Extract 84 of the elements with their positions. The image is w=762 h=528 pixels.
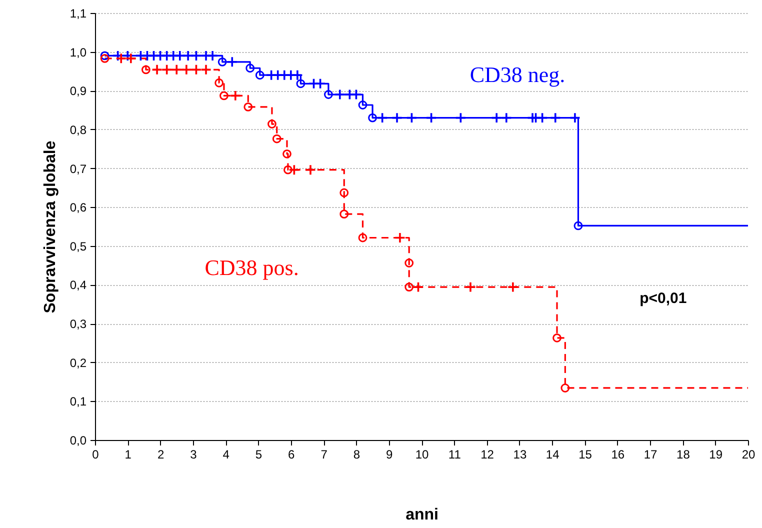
x-tick-label: 4	[222, 448, 230, 462]
point	[174, 50, 186, 62]
point	[507, 281, 519, 293]
point	[112, 50, 124, 62]
y-axis-title: Sopravvivenza globale	[42, 140, 59, 314]
x-axis-title: anni	[406, 506, 438, 524]
x-tick-label: 10	[415, 448, 429, 462]
text: CD38 pos.	[204, 254, 299, 280]
point	[100, 51, 110, 60]
point	[314, 78, 326, 90]
y-tick-label: 0,0	[70, 434, 87, 448]
y-tick-label: 0,8	[70, 122, 87, 137]
point	[340, 188, 349, 198]
x-tick-label: 14	[546, 448, 560, 462]
x-tick-label: 20	[742, 448, 756, 462]
point	[272, 134, 282, 144]
x-tick-label: 15	[578, 448, 592, 462]
x-tick-label: 18	[676, 448, 690, 462]
x-tick-label: 5	[255, 448, 262, 462]
x-tick-label: 8	[353, 448, 360, 462]
point	[560, 384, 570, 392]
x-tick-label: 17	[644, 448, 658, 462]
x-tick-label: 3	[190, 448, 198, 462]
point	[574, 221, 583, 230]
point	[304, 164, 316, 176]
point	[394, 232, 406, 244]
point	[550, 112, 562, 124]
point	[268, 120, 276, 128]
point	[406, 112, 418, 124]
y-tick-label: 1,0	[70, 45, 87, 60]
y-tick-label: 0,5	[70, 239, 87, 254]
point	[200, 64, 212, 76]
point	[180, 64, 192, 76]
point	[350, 88, 362, 100]
point	[122, 50, 134, 62]
y-tick-label: 0,3	[70, 317, 87, 332]
annotation: p<0,01	[640, 290, 687, 307]
x-tick-label: 12	[480, 448, 494, 462]
series-label: CD38 neg.	[470, 62, 566, 87]
point	[391, 112, 403, 124]
point	[358, 100, 368, 110]
x-tick-label: 13	[513, 448, 527, 462]
point	[190, 50, 202, 62]
x-tick-label: 0	[92, 448, 100, 462]
x-tick-label: 6	[288, 448, 296, 462]
point	[161, 64, 172, 76]
point	[206, 50, 218, 62]
y-tick-label: 0,2	[70, 356, 87, 370]
y-tick-label: 0,6	[70, 200, 87, 215]
point	[455, 112, 466, 124]
point	[292, 69, 304, 81]
y-tick-label: 0,7	[70, 162, 87, 176]
point	[246, 64, 255, 73]
point	[500, 112, 512, 124]
point	[464, 281, 476, 293]
point	[182, 50, 194, 62]
x-tick-label: 19	[709, 448, 723, 462]
y-tick-label: 0,4	[70, 278, 87, 292]
point	[426, 112, 437, 124]
point	[214, 78, 224, 88]
x-tick-label: 11	[448, 448, 462, 462]
point	[490, 112, 502, 124]
point	[115, 52, 127, 64]
point	[170, 64, 182, 76]
point	[282, 149, 292, 158]
point	[100, 54, 110, 63]
point	[296, 79, 306, 88]
x-tick-label: 7	[320, 448, 328, 462]
point	[569, 112, 581, 124]
point	[536, 112, 548, 124]
point	[190, 64, 202, 76]
x-tick-label: 9	[386, 448, 394, 462]
x-tick-label: 1	[124, 448, 132, 462]
point	[340, 210, 349, 219]
x-tick-label: 16	[611, 448, 625, 462]
y-tick-label: 0,1	[70, 394, 87, 409]
point	[125, 52, 137, 64]
point	[404, 258, 414, 268]
point	[552, 333, 562, 342]
y-tick-label: 1,1	[70, 6, 87, 20]
point	[244, 102, 253, 112]
y-tick-label: 0,9	[70, 84, 87, 98]
x-tick-label: 2	[157, 448, 164, 462]
point	[358, 233, 368, 242]
